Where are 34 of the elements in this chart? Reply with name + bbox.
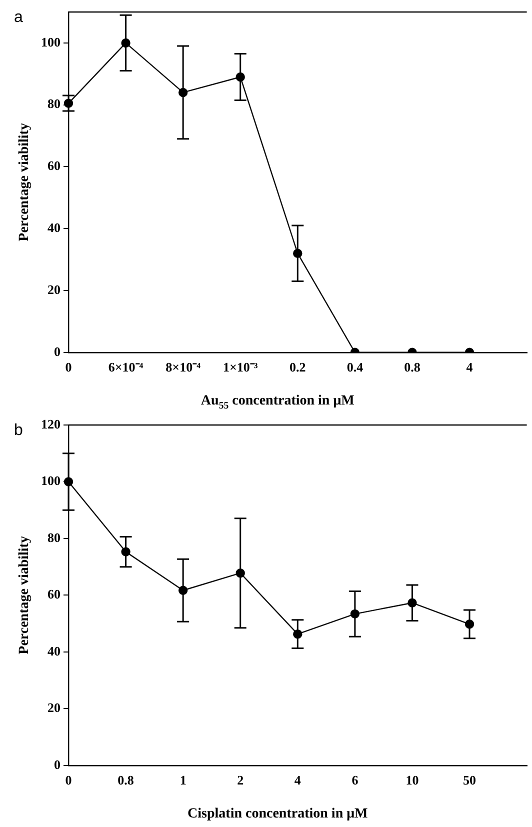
x-tick-label: 0.4 [346,360,364,375]
y-tick-label: 20 [48,700,60,716]
y-tick-label: 120 [41,416,60,432]
y-tick-label: 40 [48,643,60,658]
y-tick-label: 0 [54,756,60,772]
y-tick-label: 60 [48,586,60,602]
x-tick-label: 10 [406,772,419,788]
x-tick-label: 6 [352,772,359,788]
x-tick-label: 0.8 [118,772,134,788]
x-tick-label: 6×10⁻⁴ [108,360,144,375]
y-tick-label: 100 [41,34,60,50]
x-tick-label: 0 [65,360,72,375]
y-tick-label: 80 [48,96,60,112]
y-tick-label: 80 [48,530,60,545]
y-tick-label: 60 [48,158,60,174]
x-tick-label: 2 [237,772,244,788]
x-tick-label: 4 [294,772,302,788]
x-tick-label: 4 [466,360,474,375]
x-axis-title: Cisplatin concentration in μM [188,806,368,822]
x-tick-label: 1×10⁻³ [222,360,258,375]
x-tick-label: 0.8 [404,360,421,375]
x-tick-label: 50 [463,772,476,788]
x-tick-label: 0 [65,772,72,788]
y-tick-label: 40 [48,220,60,235]
text: a [14,9,23,26]
x-tick-label: 0.2 [290,360,306,375]
x-tick-label: 8×10⁻⁴ [166,360,201,375]
y-tick-label: 20 [48,282,60,297]
x-tick-label: 1 [180,772,186,788]
text: b [14,422,23,439]
y-axis-title: Percentage viability [17,536,32,654]
y-tick-label: 100 [41,473,60,488]
y-tick-label: 0 [54,344,60,359]
y-axis-title: Percentage viability [17,123,32,242]
